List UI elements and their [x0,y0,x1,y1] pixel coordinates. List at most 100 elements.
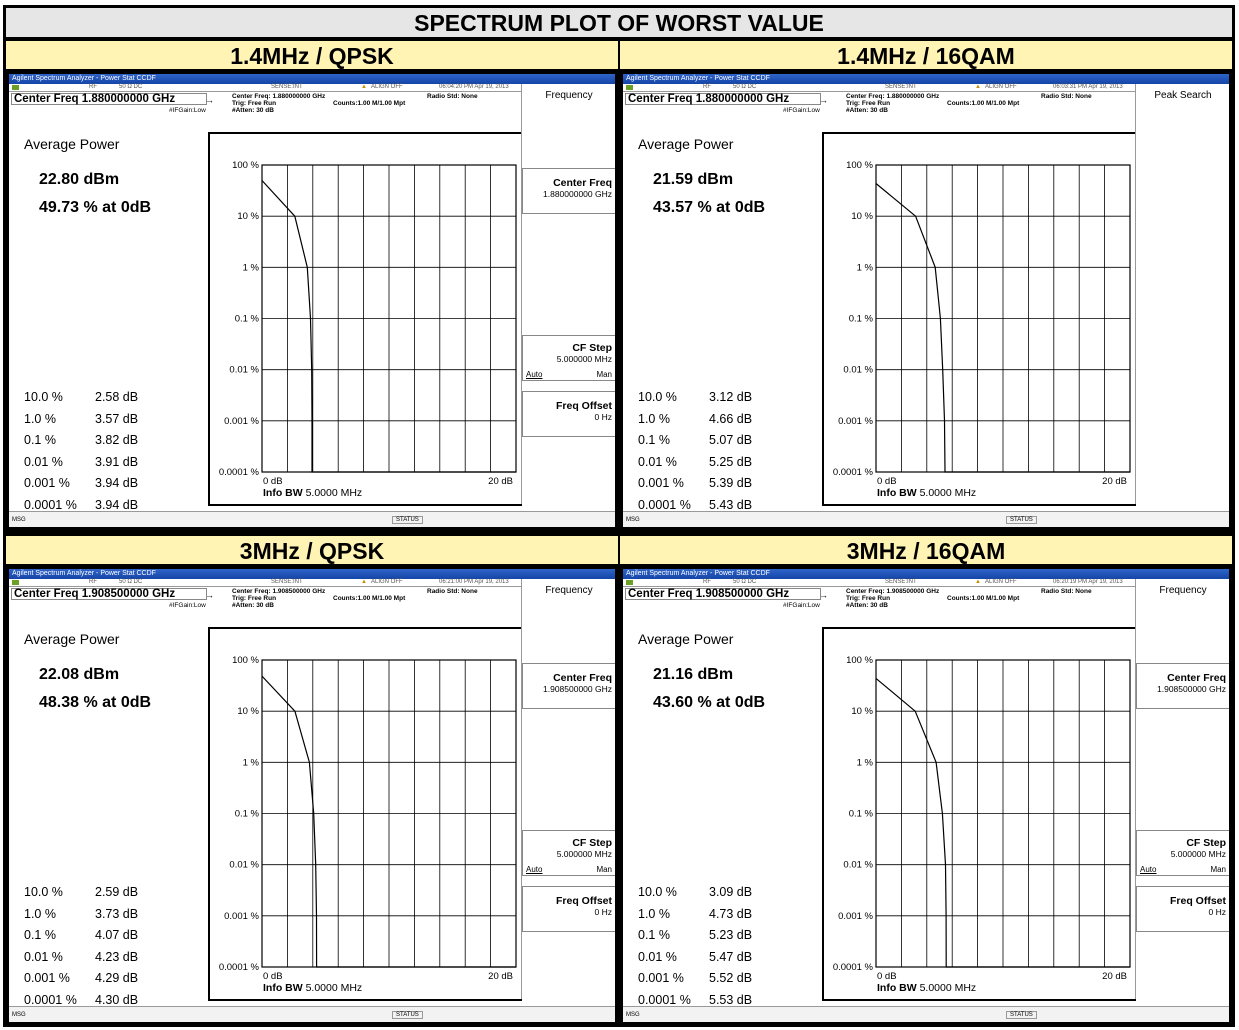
rf-label: RF [89,84,97,90]
cf-step-softkey[interactable]: CF Step 5.000000 MHz Auto Man [522,335,615,381]
lxi-icon [12,85,19,90]
ccdf-stat-row: 0.01 % 5.47 dB [638,950,752,964]
cf-step-man-option: Man [1210,865,1226,874]
attenuation: #Atten: 30 dB [846,602,888,609]
ccdf-stat-row: 0.1 % 3.82 dB [24,433,138,447]
analyzer-screen: Agilent Spectrum Analyzer - Power Stat C… [623,74,1229,527]
freq-offset-softkey[interactable]: Freq Offset 0 Hz [522,391,615,437]
stat-value: 3.73 dB [95,906,139,921]
y-tick-label: 0.001 % [838,911,873,922]
lxi-icon [626,85,633,90]
y-tick-label: 10 % [237,706,259,717]
counts: Counts:1.00 M/1.00 Mpt [333,100,406,107]
status-line: RF 50 Ω DC SENSE:INT ▲ ALIGN OFF 06:21:0… [9,579,521,587]
ccdf-trace [261,675,516,968]
average-power-percent: 49.73 % at 0dB [39,199,152,216]
trigger-arrow-icon: → [205,590,214,600]
ccdf-stat-row: 0.001 % 5.39 dB [638,476,752,490]
softkey-menu-title[interactable]: Peak Search [1136,84,1229,164]
measurement-info: Center Freq: 1.880000000 GHz Trig: Free … [846,93,939,114]
panel-heading: 3MHz / 16QAM [620,536,1232,566]
cf-step-softkey-label: CF Step [1186,837,1226,849]
freq-offset-softkey-label: Freq Offset [555,895,612,907]
center-freq-softkey-value: 1.908500000 GHz [543,684,612,694]
stat-value: 3.09 dB [709,885,753,899]
softkey-panel: Frequency Center Freq 1.908500000 GHz CF S… [521,579,615,999]
results-panel: Average Power 22.08 dBm 48.38 % at 0dB 1… [9,612,199,1022]
center-freq-softkey-value: 1.908500000 GHz [1157,684,1226,694]
trigger-mode: Trig: Free Run [846,595,891,602]
y-tick-label: 1 % [243,757,260,768]
freq-offset-softkey[interactable]: Freq Offset 0 Hz [522,886,615,932]
y-tick-label: 0.1 % [235,809,260,820]
cf-step-softkey[interactable]: CF Step 5.000000 MHz Auto Man [1136,830,1229,876]
panel-heading: 3MHz / QPSK [6,536,618,566]
stat-percent: 10.0 % [638,885,677,899]
y-tick-label: 100 % [846,160,873,171]
x-end-label: 20 dB [1102,971,1127,982]
attenuation: #Atten: 30 dB [232,107,274,114]
ccdf-stat-row: 1.0 % 3.73 dB [24,907,138,921]
center-freq-small: Center Freq: 1.908500000 GHz [846,588,940,595]
info-bw-value: 5.0000 MHz [917,982,977,994]
cf-step-softkey[interactable]: CF Step 5.000000 MHz Auto Man [522,830,615,876]
center-freq-readout[interactable]: Center Freq 1.908500000 GHz [11,588,207,600]
msg-label: MSG [626,517,640,523]
status-label: STATUS [392,516,423,524]
ccdf-stat-row: 0.01 % 4.23 dB [24,950,138,964]
freq-offset-softkey[interactable]: Freq Offset 0 Hz [1136,886,1229,932]
results-panel: Average Power 21.59 dBm 43.57 % at 0dB 1… [623,117,813,527]
average-power-dbm: 22.80 dBm [39,171,120,188]
rf-label: RF [703,84,711,90]
y-tick-label: 100 % [232,655,259,666]
softkey-menu-title[interactable]: Frequency [522,579,615,659]
stat-value: 4.30 dB [95,993,139,1007]
cf-step-man-option: Man [596,370,612,379]
ccdf-stat-row: 0.01 % 3.91 dB [24,455,138,469]
if-gain: #IFGain:Low [783,602,820,609]
average-power-label: Average Power [24,631,120,647]
center-freq-readout[interactable]: Center Freq 1.908500000 GHz [625,588,821,600]
freq-offset-softkey-value: 0 Hz [594,412,612,422]
ccdf-stat-row: 10.0 % 2.58 dB [24,390,138,404]
analyzer-screen: Agilent Spectrum Analyzer - Power Stat C… [9,74,615,527]
stat-value: 3.82 dB [95,433,139,448]
center-freq-small: Center Freq: 1.880000000 GHz [846,93,940,100]
sense-label: SENSE:INT [885,84,917,90]
info-bw-caption: Info BW [263,982,303,994]
x-start-label: 0 dB [877,476,897,487]
stat-percent: 0.1 % [24,928,56,943]
plot-border [822,132,1136,506]
timestamp: 06:03:31 PM Apr 19, 2013 [1053,84,1123,90]
y-tick-label: 0.0001 % [219,962,260,973]
center-freq-softkey[interactable]: Center Freq 1.880000000 GHz [522,168,615,214]
center-freq-softkey[interactable]: Center Freq 1.908500000 GHz [1136,663,1229,709]
center-freq-readout[interactable]: Center Freq 1.880000000 GHz [625,93,821,105]
info-bw-value: 5.0000 MHz [917,487,977,499]
stat-percent: 0.001 % [24,476,70,491]
center-freq-readout[interactable]: Center Freq 1.880000000 GHz [11,93,207,105]
align-label: ALIGN OFF [985,579,1017,585]
ccdf-stat-row: 0.001 % 3.94 dB [24,476,138,490]
center-freq-softkey[interactable]: Center Freq 1.908500000 GHz [522,663,615,709]
stat-value: 3.57 dB [95,411,139,426]
stat-value: 4.23 dB [95,949,139,964]
impedance-label: 50 Ω DC [733,84,757,90]
stat-percent: 0.0001 % [24,993,77,1007]
results-panel: Average Power 22.80 dBm 49.73 % at 0dB 1… [9,117,199,527]
y-tick-label: 0.0001 % [219,467,260,478]
status-label: STATUS [1006,1011,1037,1019]
window-title: Agilent Spectrum Analyzer - Power Stat C… [9,569,615,579]
x-end-label: 20 dB [488,971,513,982]
stat-value: 4.66 dB [709,411,753,426]
softkey-menu-title[interactable]: Frequency [1136,579,1229,659]
ccdf-stat-row: 0.1 % 4.07 dB [24,928,138,942]
softkey-menu-title[interactable]: Frequency [522,84,615,164]
stat-percent: 1.0 % [24,906,56,921]
trigger-mode: Trig: Free Run [846,100,891,107]
stat-percent: 0.1 % [638,433,670,448]
y-tick-label: 0.01 % [843,860,873,871]
ccdf-stat-row: 0.001 % 4.29 dB [24,971,138,985]
y-tick-label: 1 % [243,262,260,273]
msg-label: MSG [12,1012,26,1018]
